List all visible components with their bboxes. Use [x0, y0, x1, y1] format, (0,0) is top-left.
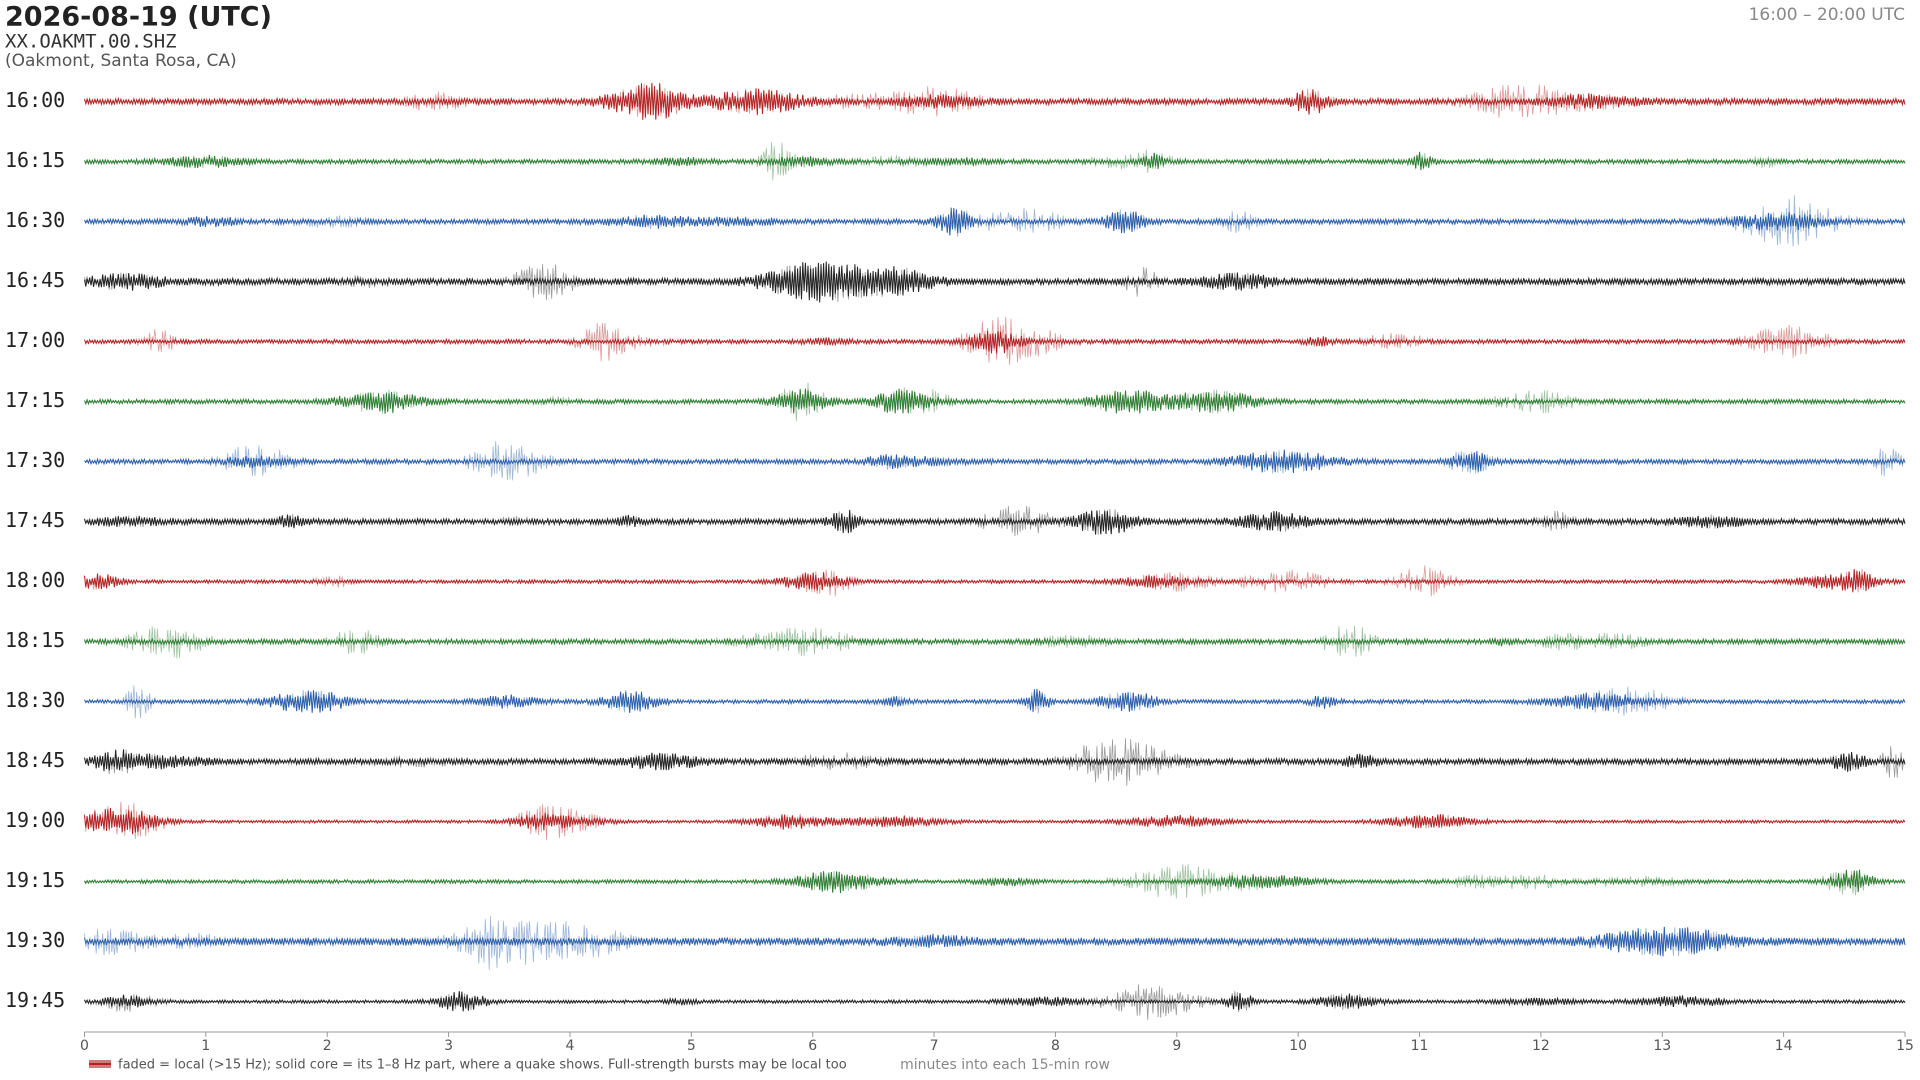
- x-tick-label: 13: [1653, 1038, 1671, 1054]
- x-tick-label: 2: [323, 1038, 332, 1054]
- row-label: 19:30: [5, 928, 65, 952]
- trace: [84, 509, 1906, 535]
- x-tick-label: 14: [1775, 1038, 1793, 1054]
- trace: [84, 388, 1906, 414]
- row-label: 17:45: [5, 508, 65, 532]
- row-label: 16:30: [5, 208, 65, 232]
- title: 2026-08-19 (UTC): [5, 2, 272, 33]
- trace: [84, 82, 1906, 120]
- row-label: 19:45: [5, 988, 65, 1012]
- trace: [84, 569, 1906, 593]
- trace: [84, 261, 1906, 303]
- trace: [84, 330, 1906, 354]
- x-tick-label: 5: [687, 1038, 696, 1054]
- time-range: 16:00 – 20:00 UTC: [1749, 5, 1905, 25]
- trace: [84, 688, 1906, 713]
- trace: [84, 991, 1906, 1012]
- row-label: 19:00: [5, 808, 65, 832]
- trace: [84, 449, 1906, 474]
- x-axis-label: minutes into each 15-min row: [900, 1057, 1110, 1073]
- x-tick-label: 15: [1896, 1038, 1914, 1054]
- legend-swatch-core: [89, 1063, 111, 1065]
- row-label: 18:00: [5, 568, 65, 592]
- row-label: 17:30: [5, 448, 65, 472]
- x-tick-label: 9: [1172, 1038, 1181, 1054]
- trace: [84, 151, 1906, 171]
- row-label: 19:15: [5, 868, 65, 892]
- row-label: 16:00: [5, 88, 65, 112]
- x-tick-label: 0: [80, 1038, 89, 1054]
- x-tick-label: 4: [566, 1038, 575, 1054]
- note: faded = local (>15 Hz); solid core = its…: [118, 1058, 847, 1073]
- x-tick-label: 12: [1532, 1038, 1550, 1054]
- row-label: 18:15: [5, 628, 65, 652]
- x-tick-label: 7: [930, 1038, 939, 1054]
- trace: [84, 869, 1906, 894]
- x-tick-label: 3: [444, 1038, 453, 1054]
- x-tick-label: 10: [1289, 1038, 1307, 1054]
- row-label: 17:15: [5, 388, 65, 412]
- location: (Oakmont, Santa Rosa, CA): [5, 51, 237, 71]
- trace: [84, 207, 1906, 236]
- trace: [84, 637, 1906, 647]
- row-label: 16:45: [5, 268, 65, 292]
- x-tick-label: 11: [1411, 1038, 1429, 1054]
- trace: [84, 926, 1906, 957]
- row-label: 18:30: [5, 688, 65, 712]
- station: XX.OAKMT.00.SHZ: [5, 31, 177, 53]
- x-tick-label: 1: [201, 1038, 210, 1054]
- row-label: 17:00: [5, 328, 65, 352]
- trace: [84, 807, 1906, 835]
- row-label: 16:15: [5, 148, 65, 172]
- row-label: 18:45: [5, 748, 65, 772]
- x-tick-label: 8: [1051, 1038, 1060, 1054]
- trace: [84, 749, 1906, 772]
- x-tick-label: 6: [808, 1038, 817, 1054]
